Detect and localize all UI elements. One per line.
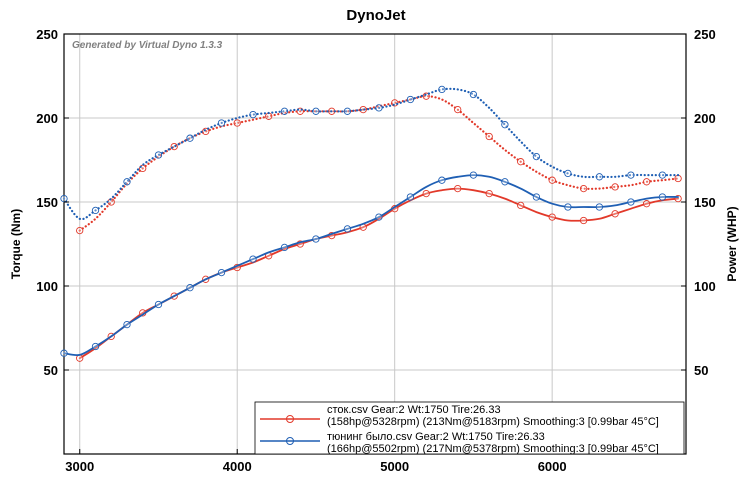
legend: сток.csv Gear:2 Wt:1750 Tire:26.33 (158h…: [254, 401, 685, 455]
watermark-text: Generated by Virtual Dyno 1.3.3: [72, 40, 223, 51]
y-tick-label: 50: [44, 363, 58, 378]
series-point: [249, 255, 257, 263]
series-point: [627, 171, 635, 179]
legend-tuned-line2: (166hp@5502rpm) (217Nm@5378rpm) Smoothin…: [327, 443, 659, 455]
series-point: [564, 169, 572, 178]
series-point: [658, 193, 667, 201]
chart-title: DynoJet: [346, 7, 405, 24]
x-tick-label: 4000: [223, 459, 252, 474]
series-point: [642, 200, 651, 208]
series-point: [611, 183, 619, 191]
series-point: [658, 171, 667, 179]
series-point: [343, 225, 352, 233]
series-point: [186, 284, 194, 292]
x-tick-label: 6000: [538, 459, 567, 474]
series-point: [217, 268, 226, 277]
y-tick-label: 200: [36, 111, 58, 126]
series-point: [249, 110, 257, 119]
series-point: [312, 107, 320, 115]
series-point: [91, 206, 100, 215]
series-point: [186, 134, 194, 142]
series-point: [548, 176, 556, 184]
series-point: [312, 235, 320, 243]
y-tick-label: 100: [36, 279, 58, 294]
series-point: [611, 210, 619, 218]
series-point: [217, 119, 226, 127]
series-point: [406, 95, 415, 104]
series-point: [627, 198, 635, 206]
series-point: [123, 178, 131, 186]
series-point: [532, 193, 541, 201]
series-point: [469, 171, 478, 179]
series-point: [485, 189, 493, 198]
series-point: [642, 178, 651, 186]
series-point: [595, 203, 604, 211]
series-point: [674, 174, 682, 183]
y2-tick-label: 150: [694, 195, 716, 210]
x-tick-label: 5000: [380, 459, 409, 474]
y2-axis-label: Power (WHP): [725, 206, 739, 281]
series-point: [579, 216, 588, 225]
y2-tick-label: 50: [694, 363, 708, 378]
series-torque-3: [62, 87, 680, 221]
y-tick-label: 150: [36, 195, 58, 210]
ticks-layer: 3000 4000 5000 6000 50 100 150 200 250 50 100 150 20…: [36, 27, 715, 474]
legend-stock-line1: сток.csv Gear:2 Wt:1750 Tire:26.33: [327, 404, 501, 416]
series-power-1: [63, 174, 679, 357]
legend-marker-tuned: [286, 437, 294, 445]
series-point: [438, 85, 446, 94]
series-point: [595, 173, 604, 181]
series-layer: [60, 85, 682, 362]
series-point: [564, 203, 572, 211]
y2-tick-label: 100: [694, 279, 716, 294]
series-point: [280, 107, 289, 115]
series-point: [532, 152, 541, 161]
series-point: [280, 243, 289, 252]
series-point: [454, 184, 462, 193]
series-point: [60, 194, 68, 203]
y2-tick-label: 250: [694, 27, 716, 42]
series-point: [76, 226, 84, 235]
series-point: [548, 213, 556, 221]
series-point: [60, 349, 68, 357]
x-tick-label: 3000: [65, 459, 94, 474]
series-point: [375, 213, 383, 221]
legend-stock-line2: (158hp@5328rpm) (213Nm@5183rpm) Smoothin…: [327, 416, 659, 428]
series-point: [154, 300, 163, 309]
series-point: [422, 189, 430, 198]
series-point: [91, 342, 100, 351]
series-point: [406, 193, 415, 201]
series-point: [485, 132, 493, 141]
series-point: [123, 320, 131, 329]
y-tick-label: 250: [36, 27, 58, 42]
series-point: [233, 119, 241, 127]
legend-box: [254, 401, 685, 455]
series-point: [501, 178, 509, 186]
series-point: [579, 184, 588, 193]
series-point: [469, 90, 478, 99]
y-axis-label: Torque (Nm): [9, 209, 23, 279]
y2-tick-label: 200: [694, 111, 716, 126]
series-point: [517, 158, 525, 166]
series-point: [454, 105, 462, 114]
series-point: [154, 151, 163, 159]
series-point: [343, 107, 352, 115]
legend-marker-stock: [286, 415, 294, 423]
series-point: [375, 104, 383, 112]
series-point: [438, 176, 446, 184]
legend-tuned-line1: тюнинг было.csv Gear:2 Wt:1750 Tire:26.3…: [327, 431, 545, 443]
series-point: [501, 121, 509, 129]
series-point: [517, 201, 525, 210]
